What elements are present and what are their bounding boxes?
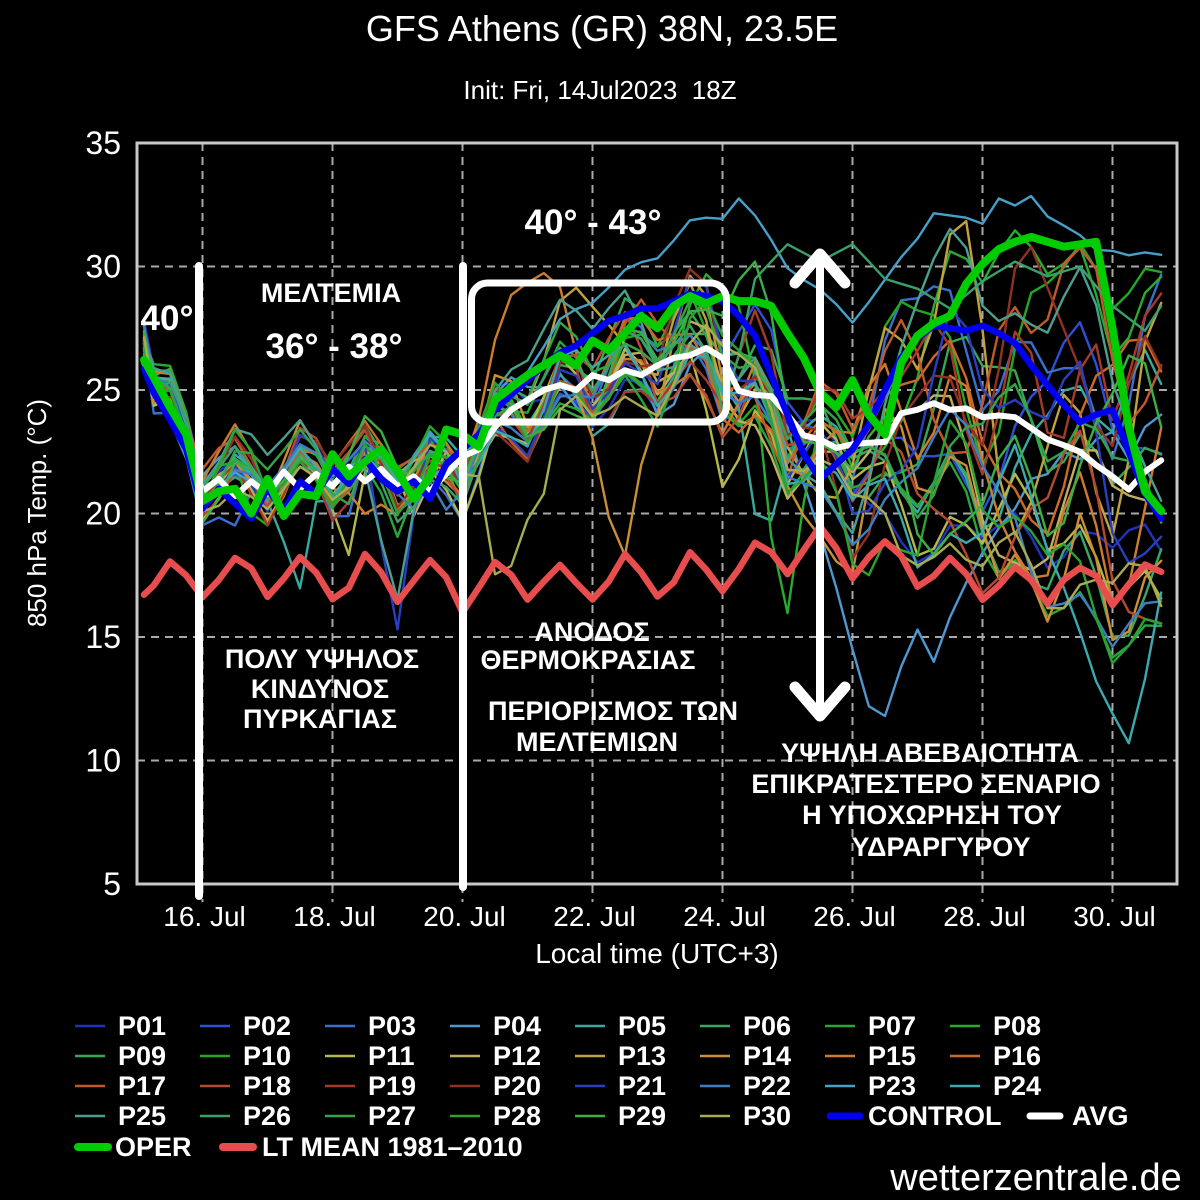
svg-text:P02: P02 [243,1011,291,1041]
svg-text:P16: P16 [993,1041,1041,1071]
svg-text:P24: P24 [993,1071,1041,1101]
svg-text:AVG: AVG [1072,1101,1129,1131]
svg-text:P25: P25 [118,1101,166,1131]
svg-text:15: 15 [85,619,121,655]
svg-text:30. Jul: 30. Jul [1073,901,1156,932]
svg-text:20: 20 [85,496,121,532]
svg-text:ΜΕΛΤΕΜΙΩΝ: ΜΕΛΤΕΜΙΩΝ [516,727,678,757]
svg-text:P27: P27 [368,1101,416,1131]
svg-text:CONTROL: CONTROL [868,1101,1001,1131]
svg-text:P30: P30 [743,1101,791,1131]
svg-text:P08: P08 [993,1011,1041,1041]
svg-text:P10: P10 [243,1041,291,1071]
svg-text:P04: P04 [493,1011,541,1041]
svg-text:30: 30 [85,249,121,285]
svg-text:P21: P21 [618,1071,666,1101]
svg-text:LT MEAN 1981–2010: LT MEAN 1981–2010 [262,1132,523,1162]
svg-text:Local time (UTC+3): Local time (UTC+3) [535,938,779,969]
svg-text:P13: P13 [618,1041,666,1071]
svg-text:wetterzentrale.de: wetterzentrale.de [889,1157,1182,1199]
svg-text:10: 10 [85,743,121,779]
svg-text:5: 5 [103,866,121,902]
svg-text:ΥΨΗΛΗ ΑΒΕΒΑΙΟΤΗΤΑ: ΥΨΗΛΗ ΑΒΕΒΑΙΟΤΗΤΑ [781,738,1079,768]
svg-text:ΕΠΙΚΡΑΤΕΣΤΕΡΟ ΣΕΝΑΡΙΟ: ΕΠΙΚΡΑΤΕΣΤΕΡΟ ΣΕΝΑΡΙΟ [751,769,1100,799]
svg-text:OPER: OPER [115,1132,192,1162]
svg-text:36° - 38°: 36° - 38° [266,327,403,366]
svg-text:ΠΟΛΥ ΥΨΗΛΟΣ: ΠΟΛΥ ΥΨΗΛΟΣ [225,644,419,674]
svg-text:Η ΥΠΟΧΩΡΗΣΗ ΤΟΥ: Η ΥΠΟΧΩΡΗΣΗ ΤΟΥ [802,800,1062,830]
svg-text:P09: P09 [118,1041,166,1071]
svg-text:16. Jul: 16. Jul [163,901,246,932]
svg-text:P29: P29 [618,1101,666,1131]
svg-text:P28: P28 [493,1101,541,1131]
svg-text:P22: P22 [743,1071,791,1101]
svg-text:P06: P06 [743,1011,791,1041]
svg-text:18. Jul: 18. Jul [293,901,376,932]
svg-text:ΠΥΡΚΑΓΙΑΣ: ΠΥΡΚΑΓΙΑΣ [243,704,397,734]
svg-text:25: 25 [85,372,121,408]
svg-text:ΘΕΡΜΟΚΡΑΣΙΑΣ: ΘΕΡΜΟΚΡΑΣΙΑΣ [481,645,696,675]
svg-text:P23: P23 [868,1071,916,1101]
svg-text:22. Jul: 22. Jul [553,901,636,932]
svg-text:850 hPa Temp. (°C): 850 hPa Temp. (°C) [22,399,52,627]
svg-text:20. Jul: 20. Jul [423,901,506,932]
svg-text:Init: Fri, 14Jul2023 18Z: Init: Fri, 14Jul2023 18Z [463,75,736,105]
svg-text:26. Jul: 26. Jul [813,901,896,932]
svg-text:P12: P12 [493,1041,541,1071]
svg-text:40° - 43°: 40° - 43° [525,203,662,242]
svg-text:28. Jul: 28. Jul [943,901,1026,932]
svg-text:GFS Athens (GR) 38N, 23.5E: GFS Athens (GR) 38N, 23.5E [366,8,838,49]
svg-text:35: 35 [85,125,121,161]
svg-text:P01: P01 [118,1011,166,1041]
svg-text:P07: P07 [868,1011,916,1041]
svg-text:ΠΕΡΙΟΡΙΣΜΟΣ ΤΩΝ: ΠΕΡΙΟΡΙΣΜΟΣ ΤΩΝ [488,696,738,726]
svg-text:P19: P19 [368,1071,416,1101]
svg-text:ΑΝΟΔΟΣ: ΑΝΟΔΟΣ [534,617,649,647]
svg-text:P20: P20 [493,1071,541,1101]
svg-text:P17: P17 [118,1071,166,1101]
svg-text:40°: 40° [141,299,194,338]
svg-text:P05: P05 [618,1011,666,1041]
svg-text:ΥΔΡΑΡΓΥΡΟΥ: ΥΔΡΑΡΓΥΡΟΥ [852,832,1031,862]
svg-text:P18: P18 [243,1071,291,1101]
svg-text:P15: P15 [868,1041,916,1071]
svg-text:ΜΕΛΤΕΜΙΑ: ΜΕΛΤΕΜΙΑ [261,278,401,308]
svg-text:P11: P11 [368,1041,415,1071]
svg-text:P26: P26 [243,1101,291,1131]
svg-text:ΚΙΝΔΥΝΟΣ: ΚΙΝΔΥΝΟΣ [251,674,389,704]
svg-text:P03: P03 [368,1011,416,1041]
svg-text:24. Jul: 24. Jul [683,901,766,932]
svg-text:P14: P14 [743,1041,791,1071]
